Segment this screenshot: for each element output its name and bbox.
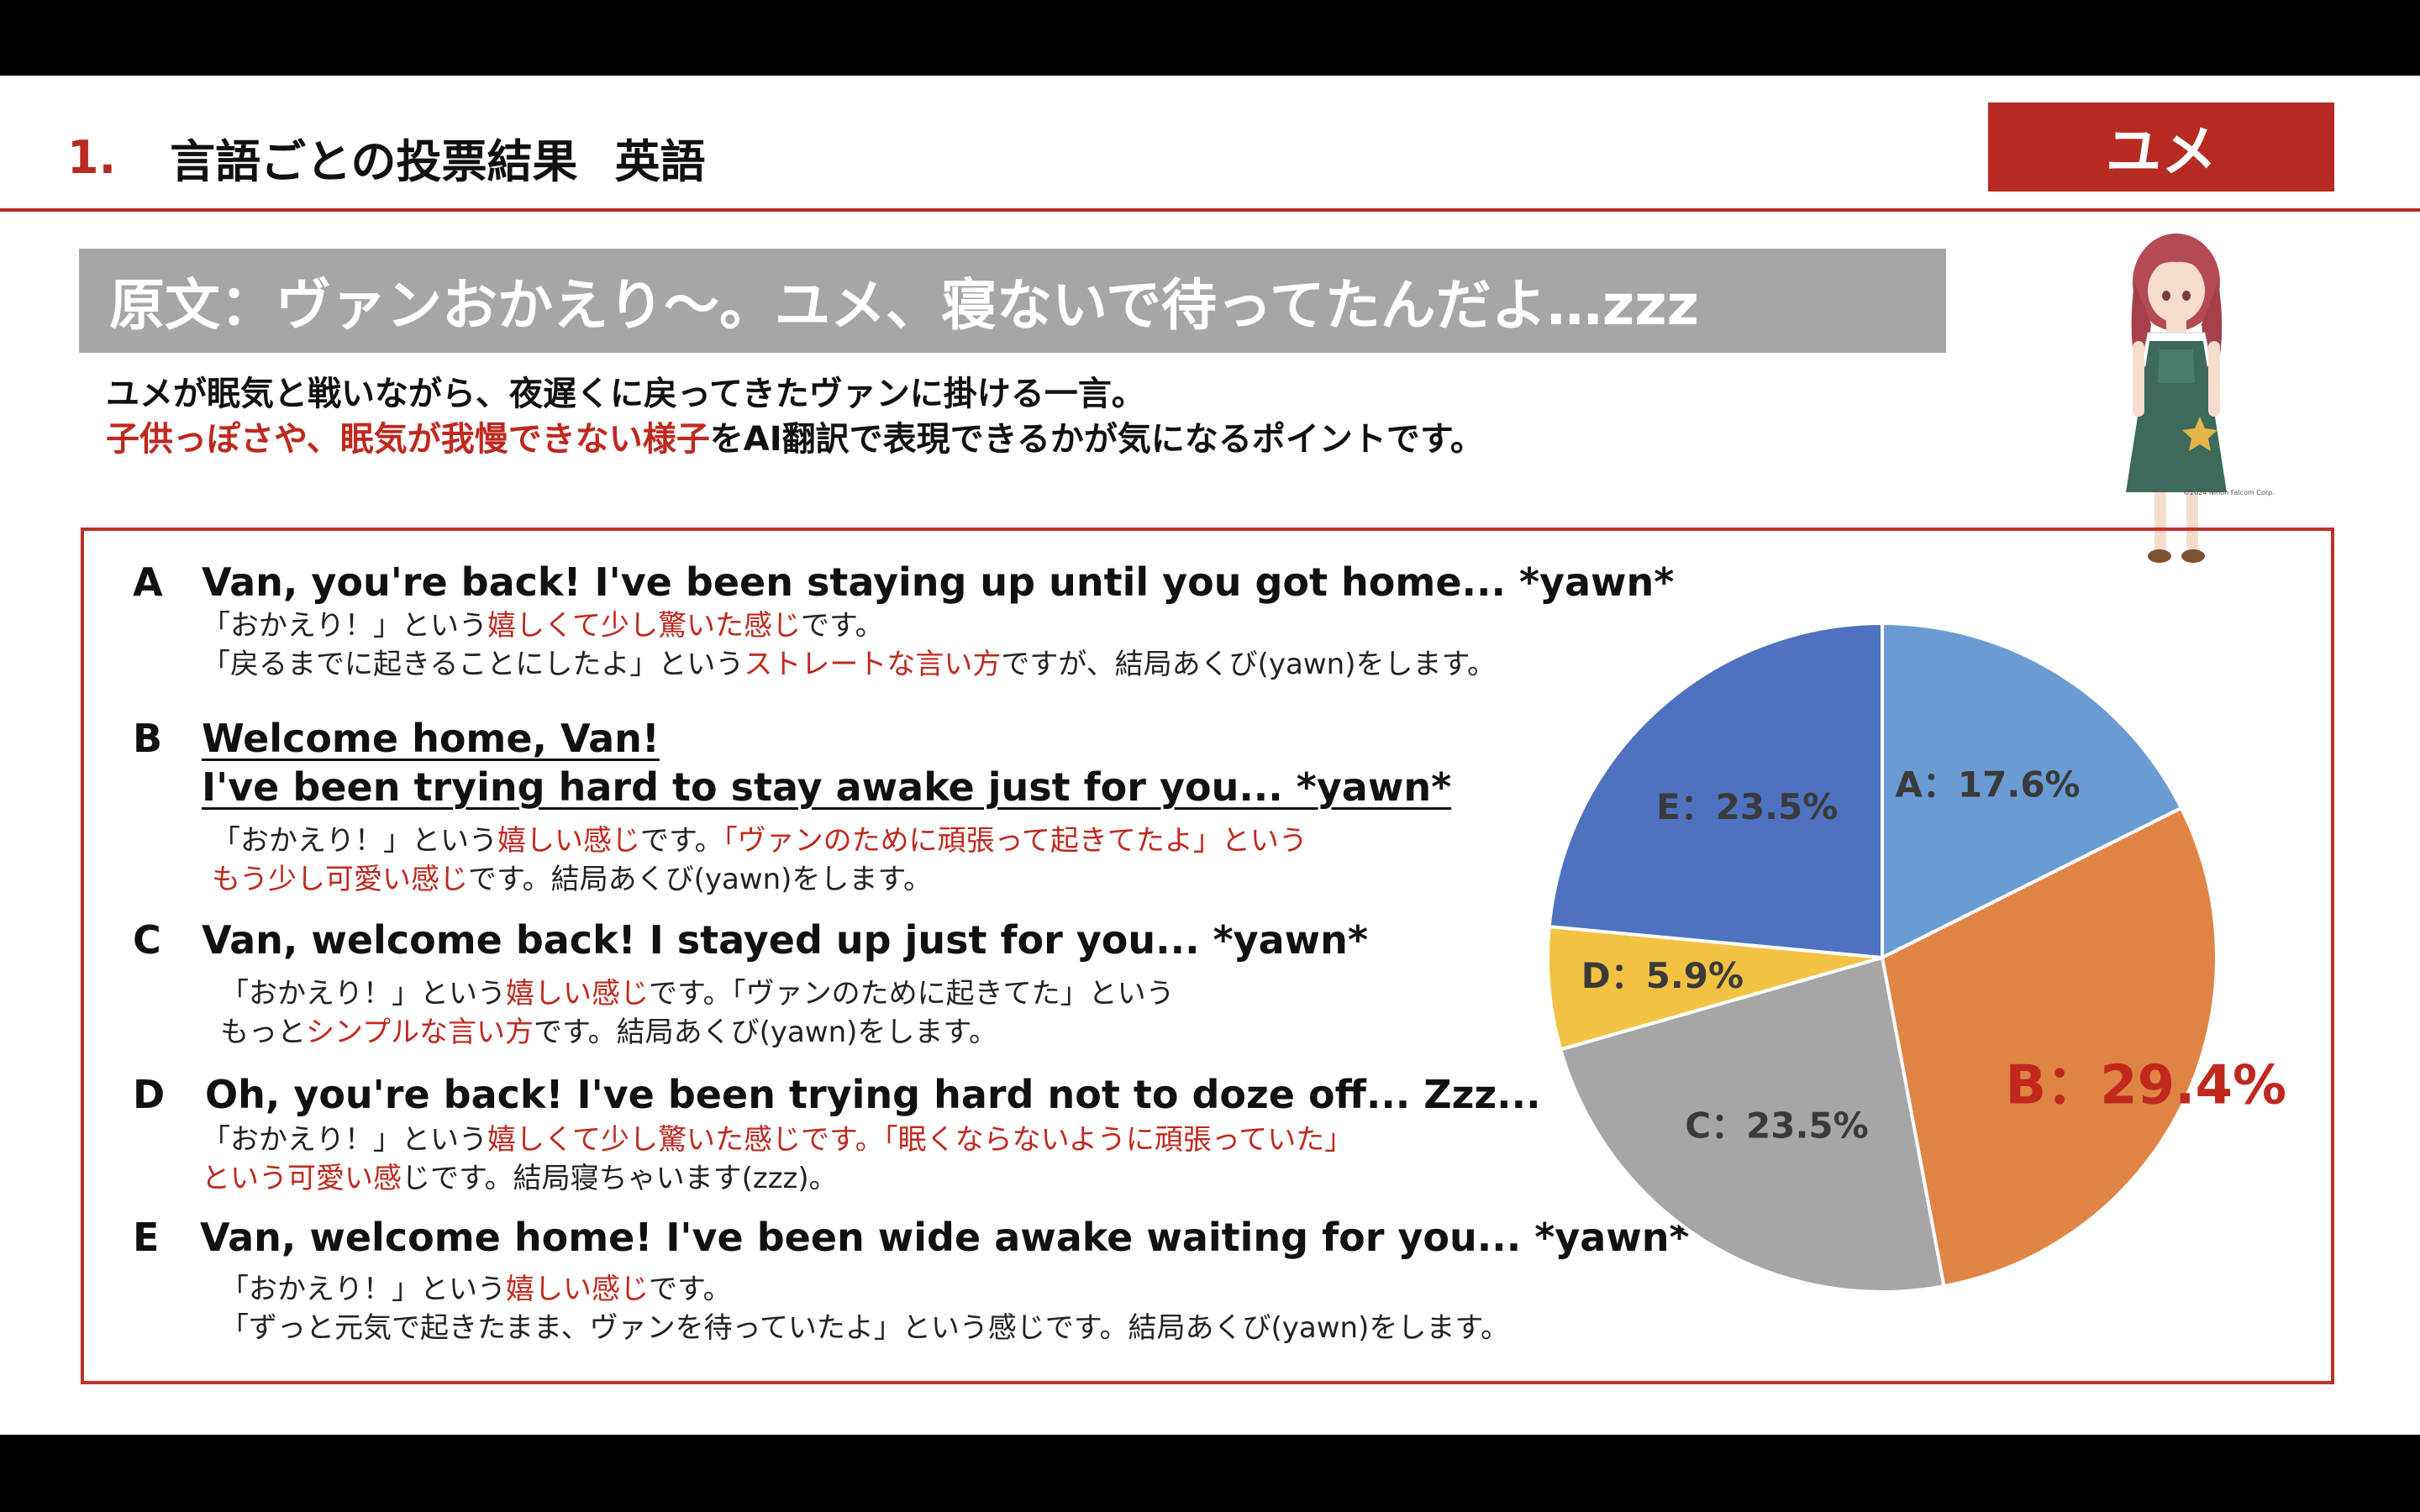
pie-slice-b — [1880, 806, 2218, 1289]
highlight-text: 嬉しくて少し驚いた感じ — [487, 609, 801, 643]
intro-line-2: 子供っぽさや、眠気が我慢できない様子をAI翻訳で表現できるかが気になるポイントで… — [106, 417, 1484, 462]
option-translation: Van, you're back! I've been staying up u… — [202, 559, 1675, 605]
option-translation: Van, welcome home! I've been wide awake … — [200, 1215, 1690, 1260]
pie-slice-a — [1881, 622, 2184, 961]
pie-label-d: D：5.9% — [1581, 955, 1744, 996]
character-badge: ユメ — [1988, 102, 2334, 192]
pie-label-b: B：29.4% — [2005, 1054, 2286, 1116]
highlight-text: 嬉しい感じ — [506, 1273, 649, 1306]
pie-slice-e — [1547, 622, 1884, 960]
highlight-text: 嬉しい感じ — [506, 977, 649, 1011]
desc-line: という可愛い感じです。結局寝ちゃいます(zzz)。 — [202, 1159, 1353, 1198]
desc-text: です。結局あくび(yawn)をします。 — [533, 1016, 998, 1049]
desc-line: 「おかえり！」という嬉しくて少し驚いた感じです。「眠くならないように頑張っていた… — [202, 1121, 1353, 1159]
section-title: 言語ごとの投票結果 — [170, 134, 578, 188]
desc-text: 「おかえり！」という — [212, 824, 497, 858]
option-b-description: 「おかえり！」という嬉しい感じです。「ヴァンのために頑張って起きてたよ」という … — [212, 822, 1307, 899]
heading-rule — [0, 208, 2420, 212]
highlight-text: もう少し可愛い感じ — [212, 863, 468, 896]
desc-line: 「戻るまでに起きることにしたよ」というストレートな言い方ですが、結局あくび(ya… — [202, 645, 1496, 684]
pie-slice-c — [1558, 955, 1946, 1294]
desc-text: です。 — [649, 1273, 732, 1306]
option-e-text: E Van, welcome home! I've been wide awake… — [133, 1215, 1690, 1260]
option-translation: Oh, you're back! I've been trying hard n… — [205, 1072, 1541, 1117]
highlight-text: 「ヴァンのために頑張って起きてたよ」という — [723, 824, 1307, 858]
language-label: 英語 — [614, 134, 706, 188]
bottom-letterbox — [0, 1435, 2420, 1512]
desc-line: もう少し可愛い感じです。結局あくび(yawn)をします。 — [212, 860, 1307, 899]
option-a-desc: 「おかえり！」という嬉しくて少し驚いた感じです。 「戻るまでに起きることにしたよ… — [202, 606, 1496, 684]
desc-text: です。 — [640, 824, 723, 858]
character-copyright: ©2024 Nihon Falcom Corp. — [2183, 489, 2275, 496]
option-letter: A — [133, 559, 163, 605]
highlight-text: ストレートな言い方 — [744, 648, 1002, 681]
intro-text: ユメが眠気と戦いながら、夜遅くに戻ってきたヴァンに掛ける一言。 子供っぽさや、眠… — [106, 371, 1484, 462]
desc-text: です。「ヴァンのために起きてた」という — [649, 977, 1175, 1011]
desc-text: です。結局あくび(yawn)をします。 — [467, 863, 933, 896]
option-letter: C — [133, 917, 161, 963]
source-text: 原文：ヴァンおかえり～。ユメ、寝ないで待ってたんだよ…zzz — [109, 273, 1699, 338]
option-letter: E — [133, 1215, 160, 1260]
highlight-text: シンプルな言い方 — [306, 1016, 534, 1049]
option-c-text: C Van, welcome back! I stayed up just for… — [133, 917, 1368, 963]
option-d-desc: 「おかえり！」という嬉しくて少し驚いた感じです。「眠くならないように頑張っていた… — [202, 1121, 1353, 1198]
pie-label-a: A：17.6% — [1895, 764, 2080, 805]
character-illustration-icon — [2126, 234, 2227, 563]
intro-highlight: 子供っぽさや、眠気が我慢できない様子 — [106, 420, 710, 459]
desc-line: 「おかえり！」という嬉しい感じです。 — [220, 1270, 1509, 1309]
desc-text: じです。結局寝ちゃいます(zzz)。 — [402, 1162, 838, 1195]
desc-text: 「ずっと元気で起きたまま、ヴァンを待っていたよ」という感じです。結局あくび(ya… — [220, 1311, 1509, 1345]
desc-text: もっと — [220, 1016, 306, 1049]
desc-line: 「おかえり！」という嬉しい感じです。「ヴァンのために頑張って起きてたよ」という — [212, 822, 1307, 860]
highlight-text: 嬉しくて少し驚いた感じです。「眠くならないように頑張っていた」 — [487, 1123, 1354, 1157]
desc-line: もっとシンプルな言い方です。結局あくび(yawn)をします。 — [220, 1013, 1175, 1052]
desc-line: 「おかえり！」という嬉しくて少し驚いた感じです。 — [202, 606, 1496, 645]
option-a-text: A Van, you're back! I've been staying up … — [133, 559, 1674, 605]
option-letter: D — [133, 1072, 166, 1117]
desc-text: 「おかえり！」という — [220, 977, 506, 1011]
pie-label-e: E：23.5% — [1656, 786, 1838, 827]
intro-line-1: ユメが眠気と戦いながら、夜遅くに戻ってきたヴァンに掛ける一言。 — [106, 375, 1145, 413]
desc-text: ですが、結局あくび(yawn)をします。 — [1001, 648, 1497, 681]
option-e-desc: 「おかえり！」という嬉しい感じです。 「ずっと元気で起きたまま、ヴァンを待ってい… — [220, 1270, 1509, 1347]
desc-text: です。 — [800, 609, 884, 643]
option-d-text: D Oh, you're back! I've been trying hard … — [133, 1072, 1541, 1117]
pie-slice-d — [1546, 924, 1883, 1052]
option-b-text-line-2: I've been trying hard to stay awake just… — [133, 764, 1451, 810]
slide: 1. 言語ごとの投票結果 英語 ユメ 原文：ヴァンおかえり～。ユメ、寝ないで待っ… — [0, 76, 2420, 1435]
desc-text: 「おかえり！」という — [220, 1273, 506, 1306]
options-box — [81, 528, 2334, 1384]
desc-text: 「おかえり！」という — [202, 609, 487, 643]
intro-rest: をAI翻訳で表現できるかが気になるポイントです。 — [709, 420, 1484, 459]
option-c-desc: 「おかえり！」という嬉しい感じです。「ヴァンのために起きてた」という もっとシン… — [220, 974, 1175, 1052]
highlight-text: という可愛い感 — [202, 1162, 402, 1195]
highlight-text: 嬉しい感じ — [497, 824, 640, 858]
slide-heading: 1. 言語ごとの投票結果 英語 — [67, 128, 706, 188]
pie-label-c: C：23.5% — [1685, 1105, 1869, 1147]
option-translation: Welcome home, Van! — [202, 716, 660, 761]
vote-pie-chart: A：17.6% B：29.4% C：23.5% D：5.9% E：23.5% — [1546, 622, 2286, 1294]
option-translation-2: I've been trying hard to stay awake just… — [202, 764, 1452, 810]
desc-text: 「戻るまでに起きることにしたよ」という — [202, 648, 744, 681]
option-letter: B — [133, 716, 163, 761]
top-letterbox — [0, 0, 2420, 76]
source-text-bar: 原文：ヴァンおかえり～。ユメ、寝ないで待ってたんだよ…zzz — [79, 249, 1946, 353]
option-b-text: B Welcome home, Van! — [133, 716, 660, 761]
desc-text: 「おかえり！」という — [202, 1123, 487, 1157]
option-translation: Van, welcome back! I stayed up just for … — [202, 917, 1368, 963]
desc-line: 「ずっと元気で起きたまま、ヴァンを待っていたよ」という感じです。結局あくび(ya… — [220, 1309, 1509, 1347]
section-number: 1. — [67, 130, 117, 184]
desc-line: 「おかえり！」という嬉しい感じです。「ヴァンのために起きてた」という — [220, 974, 1175, 1013]
